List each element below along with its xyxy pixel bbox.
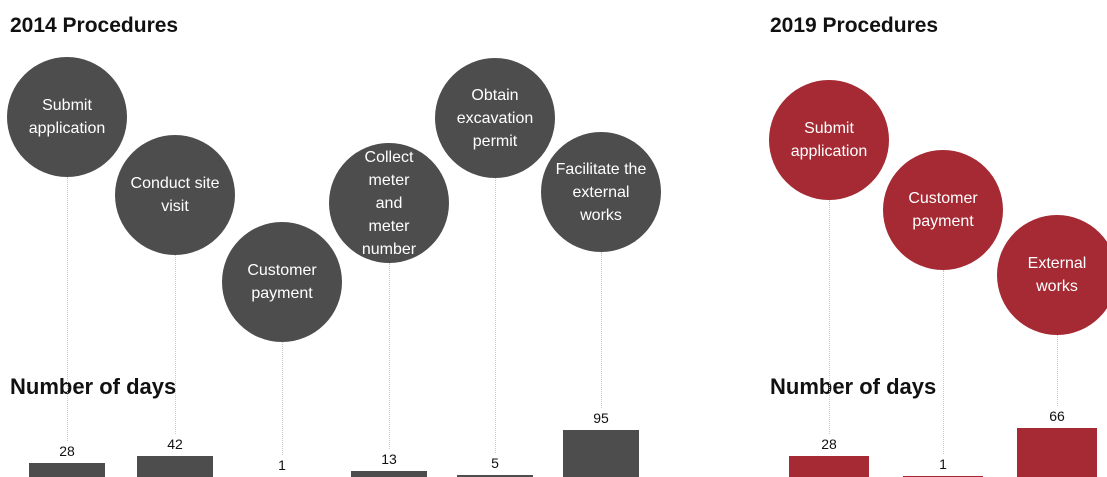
step-label: Submit application xyxy=(790,120,868,160)
procedure-step: External works xyxy=(997,215,1107,335)
value-label: 13 xyxy=(381,450,397,467)
bar xyxy=(351,470,427,477)
procedure-step: Facilitate the external works xyxy=(541,132,661,252)
value-label: 42 xyxy=(167,436,183,452)
step-label: Obtain excavation permit xyxy=(456,86,534,150)
procedure-step: Customer payment xyxy=(222,222,342,342)
value-label: 28 xyxy=(59,443,75,459)
step-label: Collect meter and meter number xyxy=(361,148,417,258)
step-label: Submit application xyxy=(28,97,106,137)
step-label: Customer payment xyxy=(247,262,317,302)
connector xyxy=(389,263,390,449)
subtitle: Number of days xyxy=(10,374,177,399)
connector xyxy=(67,177,68,441)
connector xyxy=(601,252,602,408)
bar xyxy=(563,429,639,477)
procedure-step: Submit application xyxy=(769,80,889,200)
subtitle: Number of days xyxy=(770,374,937,399)
value-label: 66 xyxy=(1049,408,1065,425)
value-label: 1 xyxy=(278,456,286,473)
chart-title: 2019 Procedures xyxy=(770,14,939,37)
bar xyxy=(789,456,869,477)
chart-title: 2014 Procedures xyxy=(10,14,179,37)
bar xyxy=(29,463,105,477)
connector xyxy=(495,178,496,453)
step-label: Facilitate the external works xyxy=(555,160,647,224)
procedure-step: Customer payment xyxy=(883,150,1003,270)
value-label: 5 xyxy=(491,454,499,471)
procedure-step: Submit application xyxy=(7,57,127,177)
value-label: 95 xyxy=(593,409,609,426)
procedure-step: Collect meter and meter number xyxy=(329,143,449,263)
step-label: External works xyxy=(1027,255,1087,295)
connector xyxy=(175,255,176,434)
bar xyxy=(457,474,533,477)
value-label: 28 xyxy=(821,436,837,453)
value-label: 1 xyxy=(939,456,947,473)
step-label: Conduct site visit xyxy=(130,175,220,215)
step-label: Customer payment xyxy=(908,190,978,230)
connector xyxy=(829,200,830,435)
connector xyxy=(943,270,944,455)
procedure-step: Conduct site visit xyxy=(115,135,235,255)
connector xyxy=(1057,335,1058,407)
connector xyxy=(282,342,283,455)
bar xyxy=(137,456,213,477)
bar xyxy=(1017,428,1097,477)
procedure-step: Obtain excavation permit xyxy=(435,58,555,178)
